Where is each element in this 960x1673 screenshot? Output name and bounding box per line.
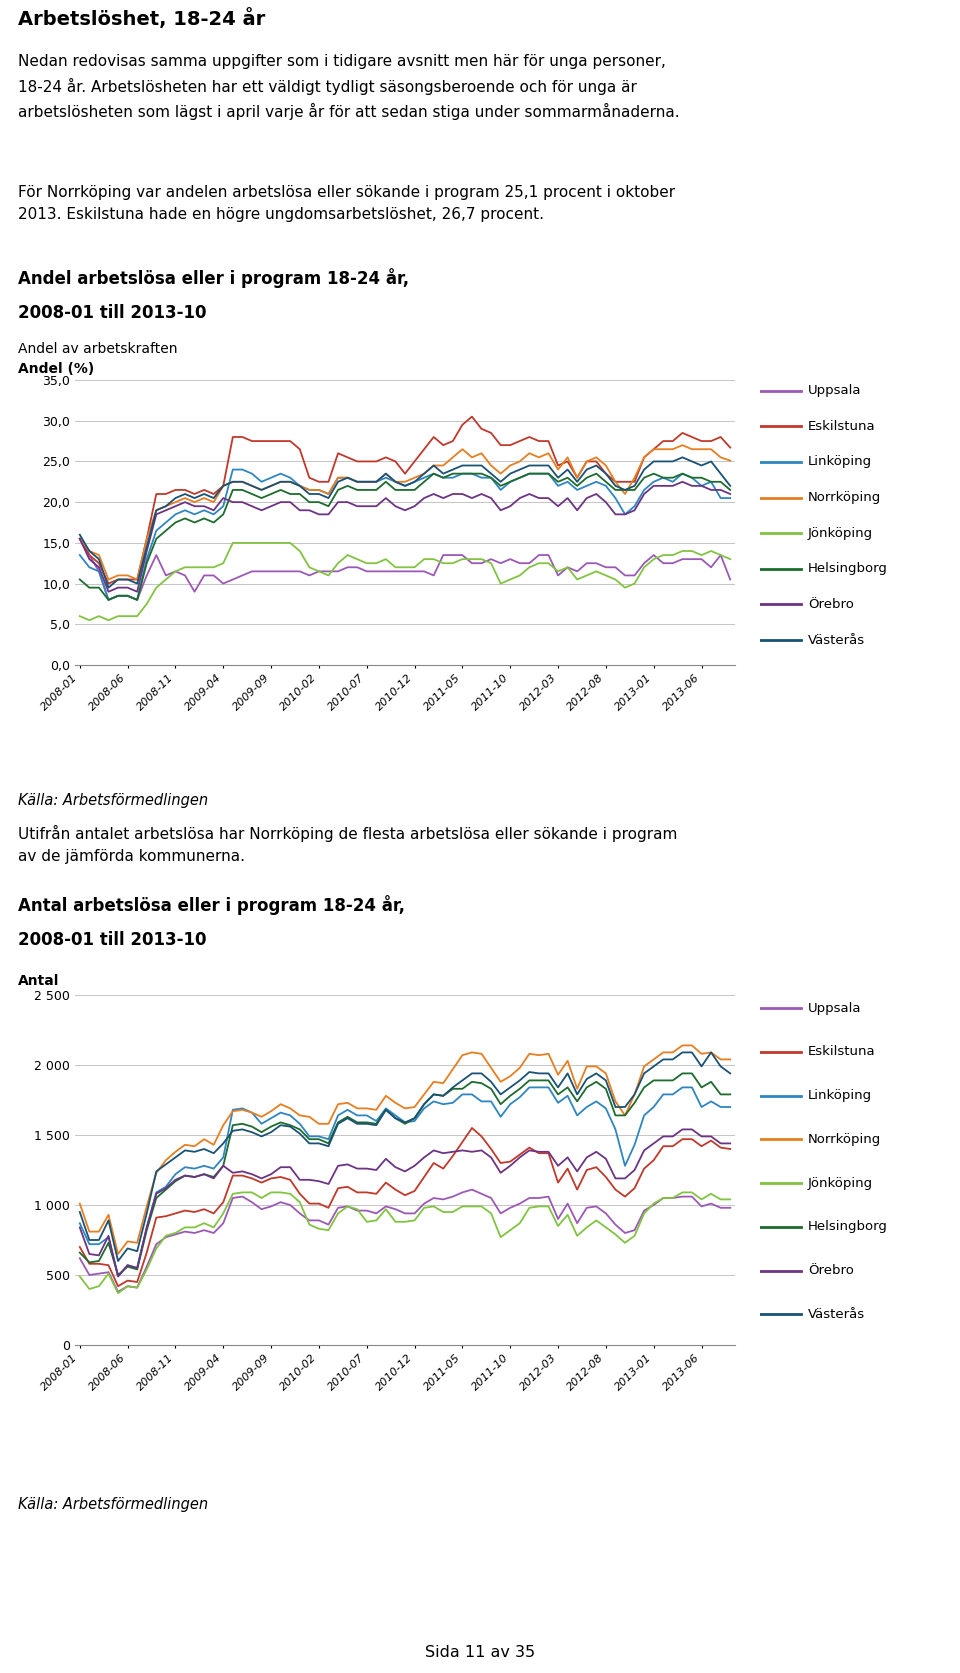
Text: Linköping: Linköping: [808, 1089, 873, 1103]
Text: Uppsala: Uppsala: [808, 1002, 862, 1014]
Text: 2008-01 till 2013-10: 2008-01 till 2013-10: [18, 930, 206, 949]
Text: Källa: Arbetsförmedlingen: Källa: Arbetsförmedlingen: [18, 793, 208, 808]
Text: För Norrköping var andelen arbetslösa eller sökande i program 25,1 procent i okt: För Norrköping var andelen arbetslösa el…: [18, 186, 675, 223]
Text: Andel av arbetskraften: Andel av arbetskraften: [18, 341, 178, 356]
Text: Helsingborg: Helsingborg: [808, 562, 888, 576]
Text: Örebro: Örebro: [808, 597, 854, 611]
Text: Norrköping: Norrköping: [808, 1133, 881, 1146]
Text: Antal: Antal: [18, 974, 60, 989]
Text: Jönköping: Jönköping: [808, 527, 874, 540]
Text: Utifrån antalet arbetslösa har Norrköping de flesta arbetslösa eller sökande i p: Utifrån antalet arbetslösa har Norrköpin…: [18, 825, 678, 865]
Text: Uppsala: Uppsala: [808, 385, 862, 397]
Text: Källa: Arbetsförmedlingen: Källa: Arbetsförmedlingen: [18, 1497, 208, 1512]
Text: Jönköping: Jönköping: [808, 1176, 874, 1190]
Text: Västerås: Västerås: [808, 1308, 865, 1322]
Text: Antal arbetslösa eller i program 18-24 år,: Antal arbetslösa eller i program 18-24 å…: [18, 895, 405, 915]
Text: Västerås: Västerås: [808, 634, 865, 646]
Text: 2008-01 till 2013-10: 2008-01 till 2013-10: [18, 304, 206, 321]
Text: Helsingborg: Helsingborg: [808, 1220, 888, 1233]
Text: Linköping: Linköping: [808, 455, 873, 468]
Text: Arbetslöshet, 18-24 år: Arbetslöshet, 18-24 år: [18, 8, 265, 28]
Text: Eskilstuna: Eskilstuna: [808, 420, 876, 433]
Text: Sida 11 av 35: Sida 11 av 35: [425, 1645, 535, 1660]
Text: Eskilstuna: Eskilstuna: [808, 1046, 876, 1059]
Text: Andel arbetslösa eller i program 18-24 år,: Andel arbetslösa eller i program 18-24 å…: [18, 268, 409, 288]
Text: Andel (%): Andel (%): [18, 361, 94, 376]
Text: Örebro: Örebro: [808, 1265, 854, 1276]
Text: Nedan redovisas samma uppgifter som i tidigare avsnitt men här för unga personer: Nedan redovisas samma uppgifter som i ti…: [18, 54, 680, 120]
Text: Norrköping: Norrköping: [808, 492, 881, 504]
